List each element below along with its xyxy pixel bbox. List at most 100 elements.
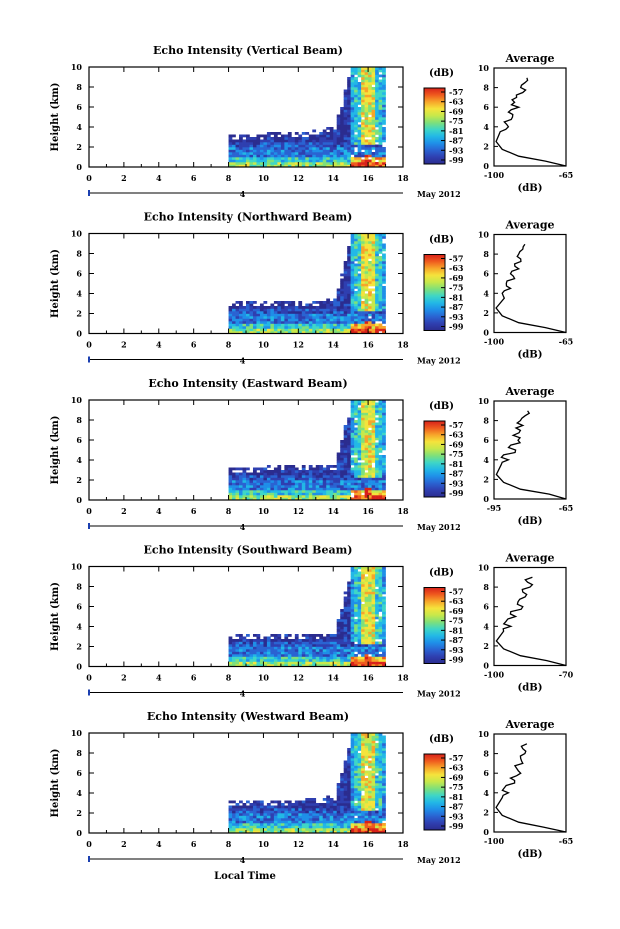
heatmap-cell (368, 664, 372, 667)
heatmap-cell (270, 818, 275, 821)
heatmap-cell (280, 477, 285, 481)
heatmap-cell (382, 497, 386, 501)
heatmap-cell (371, 278, 376, 282)
heatmap-cell (291, 318, 296, 322)
heatmap-cell (354, 296, 358, 299)
heatmap-cell (347, 495, 351, 498)
heatmap-cell (305, 823, 310, 826)
heatmap-cell (343, 788, 348, 791)
heatmap-cell (382, 619, 386, 622)
heatmap-cell (347, 644, 351, 647)
heatmap-cell (305, 818, 310, 821)
heatmap-cell (308, 159, 313, 163)
heatmap-cell (361, 775, 365, 779)
heatmap-cell (375, 238, 379, 242)
heatmap-cell (256, 656, 261, 660)
heatmap-cell (319, 308, 324, 312)
heatmap-cell (375, 755, 379, 759)
heatmap-cell (301, 139, 306, 143)
heatmap-cell (361, 586, 365, 590)
heatmap-cell (350, 89, 355, 93)
x-tick-label: 2 (121, 506, 127, 516)
heatmap-cell (364, 283, 369, 287)
heatmap-cell (361, 472, 365, 476)
heatmap-cell (382, 412, 386, 416)
heatmap-cell (357, 793, 362, 796)
heatmap-cell (350, 256, 355, 259)
heatmap-cell (305, 318, 310, 322)
heatmap-cell (252, 149, 257, 153)
heatmap-cell (232, 800, 236, 804)
heatmap-cell (259, 810, 264, 814)
heatmap-cell (375, 278, 379, 282)
heatmap-cell (263, 492, 268, 496)
heatmap-cell (242, 646, 247, 650)
heatmap-cell (371, 114, 376, 118)
heatmap-cell (294, 487, 299, 491)
heatmap-cell (277, 323, 282, 327)
heatmap-cell (329, 820, 334, 824)
heatmap-cell (343, 328, 348, 332)
heatmap-cell (280, 142, 285, 145)
heatmap-cell (364, 656, 369, 660)
heatmap-cell (371, 778, 376, 781)
heatmap-cell (280, 134, 285, 138)
heatmap-cell (308, 828, 313, 831)
heatmap-cell (263, 485, 268, 488)
heatmap-cell (347, 497, 351, 501)
heatmap-cell (228, 321, 233, 324)
heatmap-cell (263, 495, 268, 498)
heatmap-cell (382, 574, 386, 577)
heatmap-cell (354, 591, 358, 595)
heatmap-cell (291, 162, 296, 165)
heatmap-cell (305, 149, 310, 153)
heatmap-cell (322, 830, 327, 834)
heatmap-cell (242, 162, 247, 165)
heatmap-cell (284, 654, 289, 657)
heatmap-cell (266, 636, 271, 640)
heatmap-cell (256, 800, 261, 804)
heatmap-cell (326, 818, 331, 821)
heatmap-cell (354, 134, 358, 138)
heatmap-cell (308, 659, 313, 662)
heatmap-cell (347, 311, 351, 314)
heatmap-cell (371, 417, 376, 421)
heatmap-cell (371, 102, 376, 105)
heatmap-cell (364, 331, 369, 334)
heatmap-cell (347, 790, 351, 794)
heatmap-cell (340, 800, 344, 804)
heatmap-cell (371, 276, 376, 279)
heatmap-cell (266, 490, 271, 493)
heatmap-cell (232, 152, 236, 155)
heatmap-cell (343, 301, 348, 304)
heatmap-cell (273, 815, 278, 819)
avg-y-tick-label: 8 (483, 249, 489, 259)
heatmap-cell (235, 485, 240, 488)
heatmap-cell (361, 651, 365, 655)
heatmap-cell (375, 89, 379, 93)
heatmap-cell (343, 268, 348, 272)
heatmap-cell (375, 243, 379, 247)
heatmap-cell (361, 72, 365, 75)
heatmap-cell (361, 815, 365, 819)
heatmap-cell (249, 316, 254, 319)
heatmap-cell (319, 808, 324, 811)
heatmap-cell (273, 641, 278, 645)
heatmap-cell (228, 659, 233, 662)
heatmap-cell (368, 460, 372, 463)
heatmap-cell (354, 755, 358, 759)
heatmap-cell (336, 134, 341, 138)
heatmap-cell (340, 311, 344, 314)
month-label: May 2012 (417, 689, 461, 699)
heatmap-cell (375, 286, 379, 289)
heatmap-cell (382, 440, 386, 443)
heatmap-cell (259, 164, 264, 168)
heatmap-cell (350, 440, 355, 443)
heatmap-cell (336, 298, 341, 302)
heatmap-cell (347, 753, 351, 756)
heatmap-cell (343, 288, 348, 292)
heatmap-cell (259, 490, 264, 493)
heatmap-cell (375, 97, 379, 100)
heatmap-cell (322, 129, 327, 133)
heatmap-cell (336, 457, 341, 461)
